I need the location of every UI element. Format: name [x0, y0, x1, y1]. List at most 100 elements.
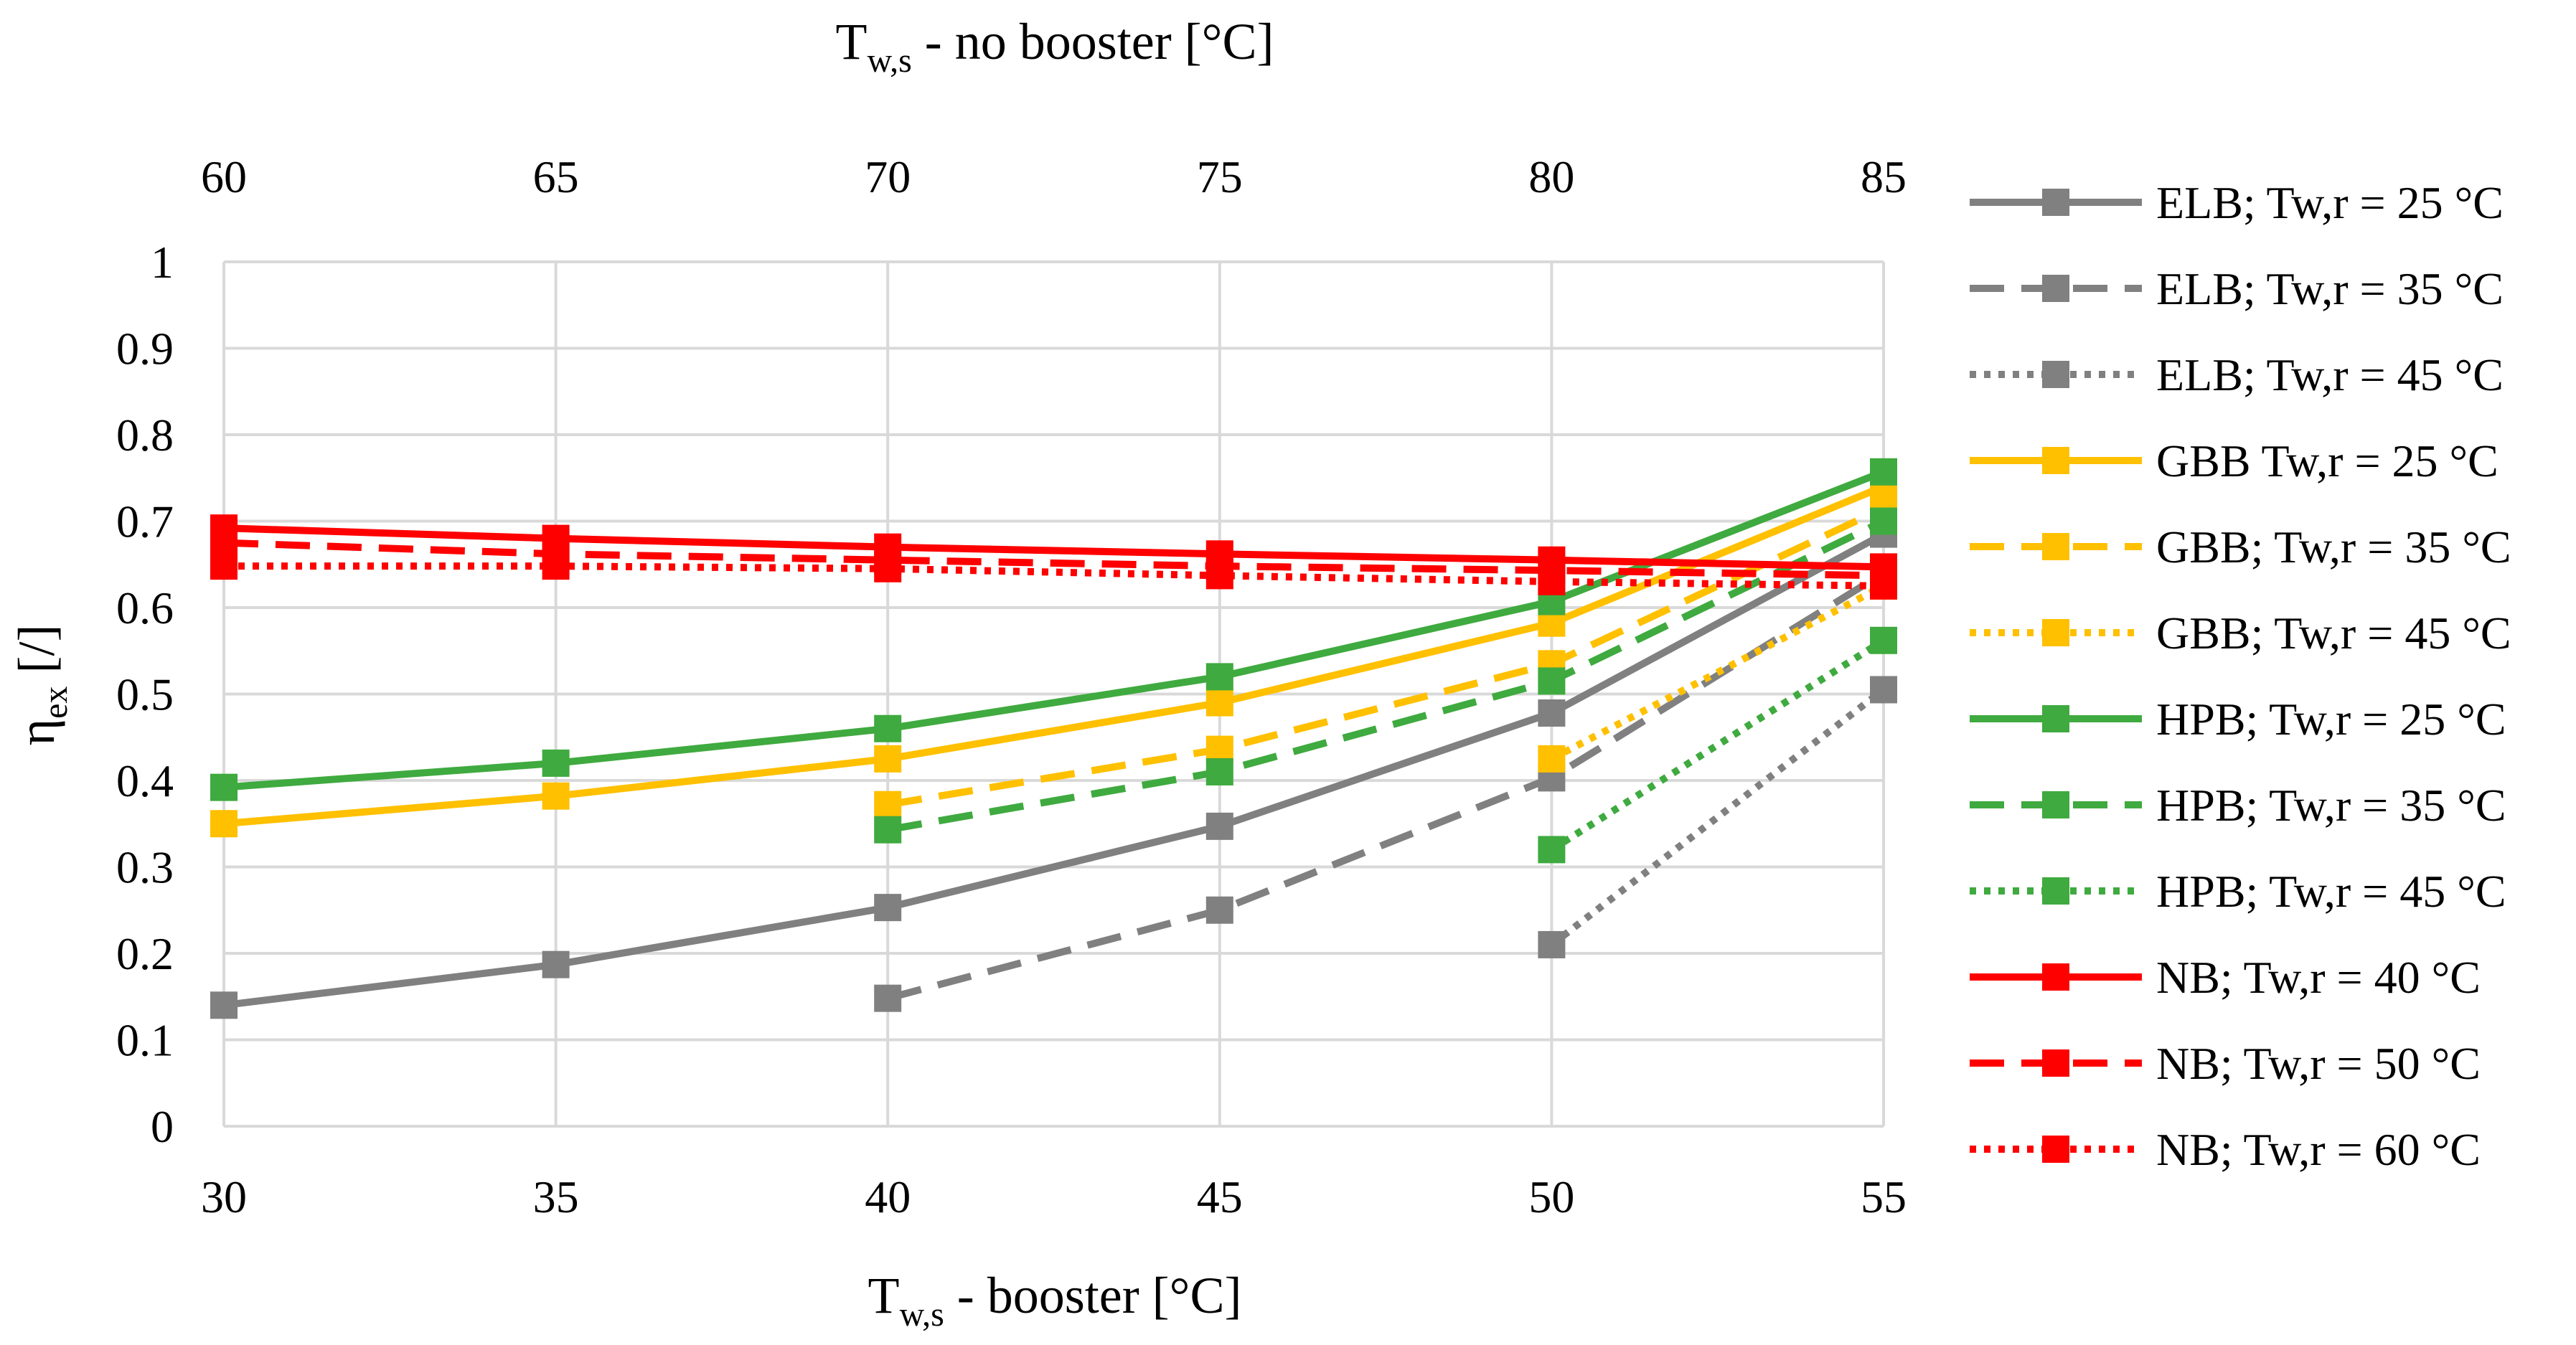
legend-entry: HPB; Tw,r = 45 °C [1970, 866, 2506, 917]
legend-label: HPB; Tw,r = 25 °C [2156, 694, 2506, 745]
data-point [1538, 567, 1566, 595]
data-point [1205, 758, 1233, 785]
series-line [223, 539, 1884, 580]
series-line [887, 504, 1886, 808]
data-point [1538, 836, 1566, 864]
series-line [886, 570, 1886, 1002]
series-3 [210, 473, 1897, 838]
series-line [223, 531, 1886, 1009]
data-point [210, 810, 238, 838]
legend-marker [2042, 877, 2069, 905]
legend-entry: ELB; Tw,r = 25 °C [1970, 177, 2504, 228]
y-tick-label: 0.8 [116, 410, 174, 461]
tick-labels: 0 0.1 0.2 0.3 0.4 0.5 0.6 0.7 0.8 0.9 1 30 60 35 65 40 7… [116, 151, 1907, 1222]
data-point [1870, 626, 1897, 654]
legend-label: ELB; Tw,r = 35 °C [2156, 263, 2504, 314]
legend-marker [2042, 361, 2069, 388]
series-line [887, 517, 1886, 834]
y-tick-label: 0.1 [116, 1015, 174, 1066]
y-axis-title: ηex [/] [8, 625, 75, 746]
series-8 [1538, 626, 1897, 864]
series-0 [210, 520, 1897, 1019]
legend-label: ELB; Tw,r = 45 °C [2156, 349, 2504, 400]
y-tick-label: 1 [151, 237, 174, 288]
data-point [874, 714, 902, 742]
data-point [542, 552, 570, 580]
x-top-tick-label: 80 [1528, 151, 1574, 202]
series-7 [874, 507, 1897, 844]
x-top-tick-label: 70 [865, 151, 911, 202]
data-point [1538, 930, 1566, 958]
series-line [223, 468, 1885, 791]
y-tick-label: 0.4 [116, 755, 174, 806]
y-tick-label: 0 [151, 1101, 174, 1152]
legend-label: GBB; Tw,r = 45 °C [2156, 608, 2511, 659]
x-top-tick-label: 60 [201, 151, 247, 202]
data-point [1870, 572, 1897, 600]
y-tick-label: 0.6 [116, 582, 174, 633]
data-point [1205, 896, 1233, 924]
series-5 [1538, 572, 1897, 773]
series-line [223, 524, 1884, 571]
legend-label: NB; Tw,r = 40 °C [2156, 952, 2481, 1003]
series-1 [874, 559, 1897, 1012]
series-line [224, 562, 1884, 590]
data-point [542, 950, 570, 978]
top-axis-title: Tw,s - no booster [°C] [836, 13, 1274, 80]
legend-marker [2042, 189, 2069, 216]
legend-entry: NB; Tw,r = 60 °C [1970, 1124, 2481, 1175]
data-point [1538, 699, 1566, 727]
data-point [210, 773, 238, 801]
legend-label: ELB; Tw,r = 25 °C [2156, 177, 2504, 228]
legend-entry: HPB; Tw,r = 35 °C [1970, 780, 2506, 831]
bottom-axis-title: Tw,s - booster [°C] [868, 1267, 1242, 1334]
legend-marker [2042, 533, 2069, 560]
data-point [210, 991, 238, 1019]
series-11 [210, 552, 1897, 600]
y-tick-label: 0.7 [116, 496, 174, 547]
legend-entry: HPB; Tw,r = 25 °C [1970, 694, 2506, 745]
legend-label: HPB; Tw,r = 35 °C [2156, 780, 2506, 831]
series-2 [1538, 676, 1897, 958]
y-tick-label: 0.2 [116, 928, 174, 979]
data-point [1205, 812, 1233, 840]
legend-entry: NB; Tw,r = 50 °C [1970, 1038, 2481, 1089]
legend-label: NB; Tw,r = 60 °C [2156, 1124, 2481, 1175]
legend-marker [2042, 619, 2069, 646]
x-bottom-tick-label: 55 [1861, 1171, 1907, 1222]
data-point [874, 894, 902, 922]
data-point [1538, 667, 1566, 695]
legend-entry: ELB; Tw,r = 35 °C [1970, 263, 2504, 314]
series-line [1549, 686, 1886, 948]
x-top-tick-label: 85 [1861, 151, 1907, 202]
x-top-tick-label: 65 [533, 151, 579, 202]
legend-marker [2042, 791, 2069, 818]
series-line [1550, 582, 1886, 763]
y-tick-label: 0.3 [116, 842, 174, 893]
data-point [1870, 507, 1897, 535]
data-point [874, 554, 902, 582]
data-point [210, 529, 238, 557]
data-point [874, 984, 902, 1012]
data-point [1205, 663, 1233, 691]
legend-entry: GBB; Tw,r = 45 °C [1970, 608, 2511, 659]
legend-marker [2042, 705, 2069, 732]
legend-entry: NB; Tw,r = 40 °C [1970, 952, 2481, 1003]
x-bottom-tick-label: 40 [865, 1171, 911, 1222]
x-bottom-tick-label: 50 [1528, 1171, 1574, 1222]
data-point [1205, 689, 1233, 717]
data-point [210, 552, 238, 580]
y-tick-label: 0.9 [116, 324, 174, 374]
y-tick-label: 0.5 [116, 669, 174, 720]
legend-label: GBB; Tw,r = 35 °C [2156, 522, 2511, 572]
legend-marker [2042, 275, 2069, 302]
legend-label: HPB; Tw,r = 45 °C [2156, 866, 2506, 917]
legend-label: GBB Tw,r = 25 °C [2156, 435, 2499, 486]
legend-marker [2042, 1049, 2069, 1077]
series-layer [210, 458, 1897, 1019]
data-point [1870, 676, 1897, 704]
x-bottom-tick-label: 35 [533, 1171, 579, 1222]
data-point [1870, 458, 1897, 486]
